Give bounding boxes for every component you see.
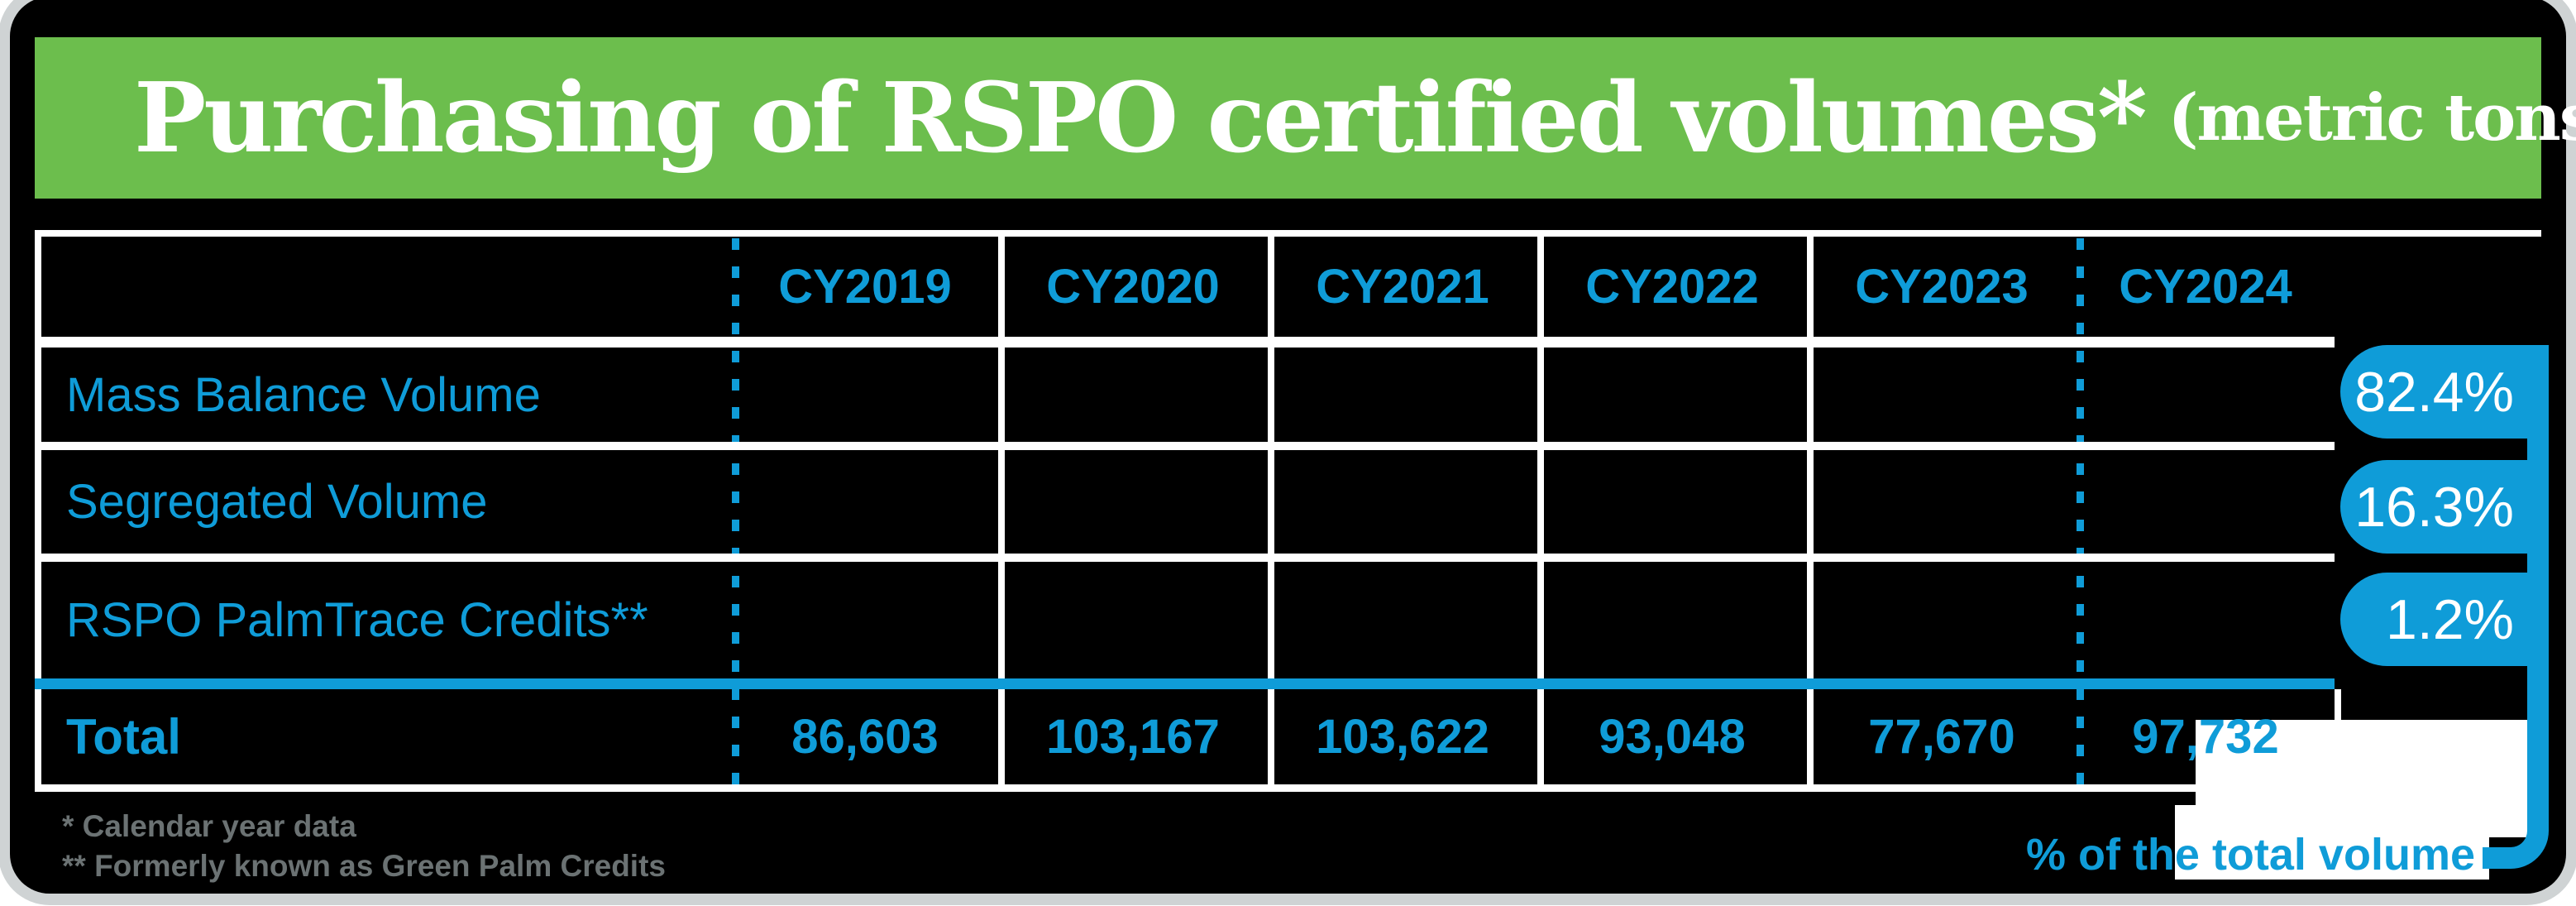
badge-connector-strip [2527,345,2549,676]
total-value-cy2024: 97,732 [2132,710,2279,764]
total-value-cy2019: 86,603 [791,710,939,764]
divider-cy2020-cy2021 [1268,236,1274,784]
badge-connector-hook [2483,654,2549,869]
footnotes: * Calendar year data ** Formerly known a… [62,807,666,886]
column-header-cy2022: CY2022 [1585,259,1759,314]
column-header-cy2019: CY2019 [778,259,952,314]
page-title-unit: (metric tons) [2167,80,2576,156]
callout-box-lower [2175,805,2489,880]
total-value-cy2023: 77,670 [1868,710,2015,764]
page-title: Purchasing of RSPO certified volumes* [134,61,2148,175]
row-label-palmtrace: RSPO PalmTrace Credits** [66,593,648,647]
divider-cy2019-cy2020 [998,236,1005,784]
table-bottom-border [35,784,2203,792]
table-top-border [35,230,2541,237]
footnote-calendar-year: * Calendar year data [62,809,356,843]
total-value-cy2020: 103,167 [1046,710,1220,764]
callout-label: % of the total volume [2025,830,2475,880]
column-header-cy2023: CY2023 [1855,259,2029,314]
column-header-cy2020: CY2020 [1046,259,1220,314]
total-right-border-stub [2335,689,2341,726]
dotted-divider-cy2023-cy2024 [2077,238,2084,784]
table-left-border [35,230,41,792]
footnote-green-palm: ** Formerly known as Green Palm Credits [62,849,666,883]
divider-cy2021-cy2022 [1537,236,1544,784]
total-value-cy2021: 103,622 [1316,710,1489,764]
badge-mass-balance-pct: 82.4% [2340,345,2549,439]
row2-separator-line [35,554,2335,562]
badge-palmtrace-pct: 1.2% [2340,573,2549,666]
header-separator-line [35,337,2335,348]
total-row-label: Total [66,709,181,765]
row1-separator-line [35,442,2335,450]
total-value-cy2022: 93,048 [1599,710,1746,764]
column-header-cy2021: CY2021 [1316,259,1489,314]
row-label-mass-balance: Mass Balance Volume [66,367,541,422]
dotted-divider-label-cy2019 [732,238,739,784]
title-banner: Purchasing of RSPO certified volumes* (m… [35,37,2576,199]
divider-cy2022-cy2023 [1807,236,1814,784]
badge-segregated-pct: 16.3% [2340,460,2549,554]
total-top-border [35,678,2335,689]
column-header-cy2024: CY2024 [2119,259,2292,314]
row-label-segregated: Segregated Volume [66,475,488,529]
